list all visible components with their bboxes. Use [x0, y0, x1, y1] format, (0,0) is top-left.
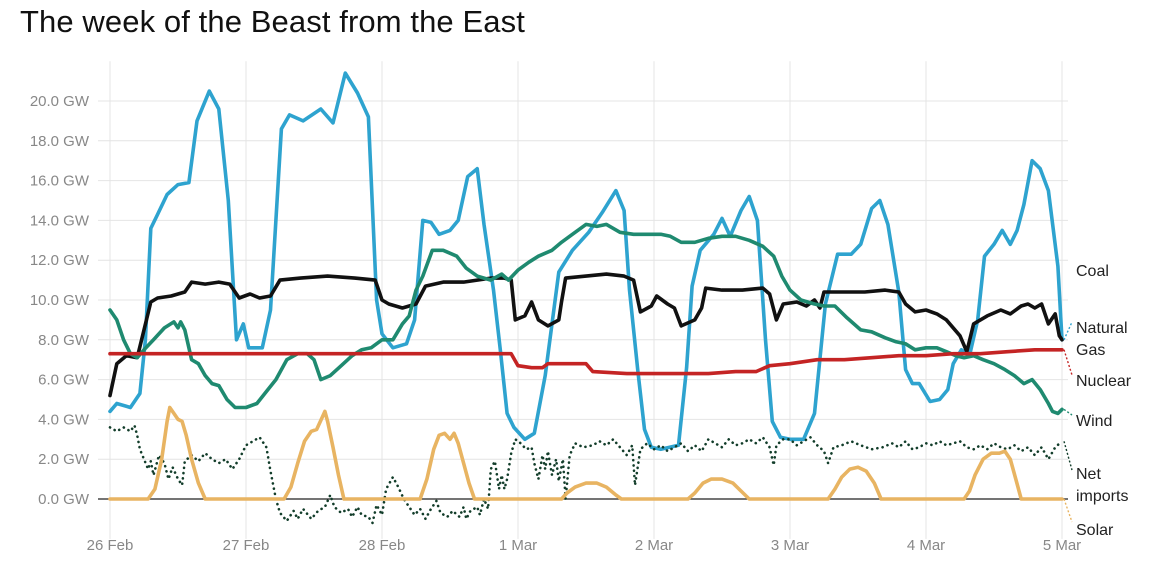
series-wind-line — [108, 222, 1064, 416]
series-imports-line — [108, 424, 1064, 525]
legend: Natural Gas Coal Wind Nuclear Net imports Solar — [1063, 263, 1132, 539]
series-nuclear-line — [108, 348, 1064, 376]
series-solar-line — [108, 405, 1064, 501]
x-tick-label: 4 Mar — [907, 537, 945, 554]
y-tick-label: 10.0 GW — [30, 292, 90, 309]
y-tick-label: 2.0 GW — [38, 451, 90, 468]
y-tick-label: 16.0 GW — [30, 173, 90, 190]
chart-title: The week of the Beast from the East — [20, 4, 525, 39]
series-coal-line — [108, 272, 1064, 398]
x-tick-label: 1 Mar — [499, 537, 537, 554]
legend-label-coal: Coal — [1076, 263, 1109, 280]
x-tick-label: 2 Mar — [635, 537, 673, 554]
x-tick-label: 3 Mar — [771, 537, 809, 554]
y-tick-label: 14.0 GW — [30, 212, 90, 229]
legend-label-solar: Solar — [1076, 522, 1114, 539]
legend-connector-gas — [1063, 321, 1073, 341]
y-tick-label: 12.0 GW — [30, 252, 90, 269]
legend-connector-solar — [1063, 498, 1073, 523]
x-tick-label: 28 Feb — [359, 537, 406, 554]
legend-label-nuclear: Nuclear — [1076, 373, 1132, 390]
legend-label-wind: Wind — [1076, 413, 1112, 430]
y-tick-label: 18.0 GW — [30, 133, 90, 150]
legend-label-imports: imports — [1076, 488, 1128, 505]
y-tick-label: 8.0 GW — [38, 332, 90, 349]
axis-ticks: 0.0 GW 2.0 GW 4.0 GW 6.0 GW 8.0 GW 10.0 GW 12.… — [30, 93, 1081, 554]
y-tick-label: 4.0 GW — [38, 411, 90, 428]
legend-connector-nuclear — [1063, 349, 1073, 376]
series-gas-line — [108, 71, 1064, 452]
legend-label-gas: Natural — [1076, 320, 1128, 337]
x-tick-label: 26 Feb — [87, 537, 134, 554]
legend-connector-wind — [1063, 408, 1073, 416]
gridlines — [98, 61, 1068, 539]
legend-label-gas: Gas — [1076, 342, 1105, 359]
x-tick-label: 27 Feb — [223, 537, 270, 554]
series-lines — [108, 71, 1064, 525]
y-tick-label: 0.0 GW — [38, 491, 90, 508]
y-tick-label: 20.0 GW — [30, 93, 90, 110]
legend-label-imports: Net — [1076, 466, 1101, 483]
y-tick-label: 6.0 GW — [38, 372, 90, 389]
x-tick-label: 5 Mar — [1043, 537, 1081, 554]
legend-connector-imports — [1063, 441, 1073, 471]
